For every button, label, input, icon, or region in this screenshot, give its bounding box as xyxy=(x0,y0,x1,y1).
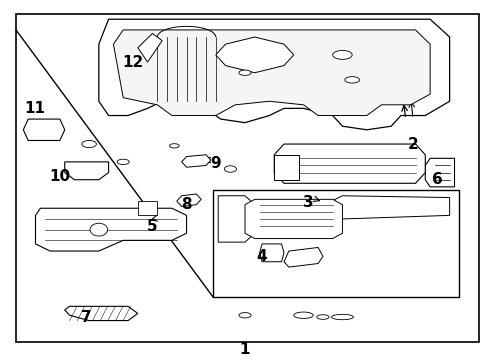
Ellipse shape xyxy=(317,315,329,319)
Ellipse shape xyxy=(239,312,251,318)
Ellipse shape xyxy=(294,312,313,319)
Text: 6: 6 xyxy=(432,172,443,187)
Polygon shape xyxy=(138,33,162,62)
Circle shape xyxy=(90,223,108,236)
Text: 3: 3 xyxy=(303,195,314,210)
Polygon shape xyxy=(24,119,65,140)
Polygon shape xyxy=(274,144,425,183)
Polygon shape xyxy=(65,162,109,180)
Text: 12: 12 xyxy=(122,54,144,69)
Polygon shape xyxy=(260,244,284,262)
Text: 5: 5 xyxy=(147,219,158,234)
Ellipse shape xyxy=(345,77,360,83)
Polygon shape xyxy=(99,19,450,130)
Polygon shape xyxy=(182,155,211,167)
Polygon shape xyxy=(35,208,187,251)
Bar xyxy=(274,155,298,180)
Polygon shape xyxy=(216,37,294,73)
Ellipse shape xyxy=(331,314,353,320)
Polygon shape xyxy=(284,247,323,267)
Bar xyxy=(213,190,460,297)
Ellipse shape xyxy=(333,50,352,59)
Polygon shape xyxy=(138,201,157,215)
Ellipse shape xyxy=(82,140,97,148)
Polygon shape xyxy=(114,30,430,116)
Text: 4: 4 xyxy=(257,249,268,264)
Polygon shape xyxy=(425,158,455,187)
Polygon shape xyxy=(65,306,138,321)
Text: 11: 11 xyxy=(24,101,45,116)
Polygon shape xyxy=(218,196,255,242)
Text: 10: 10 xyxy=(49,168,71,184)
Text: 1: 1 xyxy=(240,342,250,357)
Ellipse shape xyxy=(170,144,179,148)
Text: 2: 2 xyxy=(408,136,418,152)
Ellipse shape xyxy=(239,70,251,75)
Ellipse shape xyxy=(117,159,129,165)
Text: 9: 9 xyxy=(210,156,221,171)
Polygon shape xyxy=(245,199,343,239)
Polygon shape xyxy=(177,194,201,207)
Ellipse shape xyxy=(224,166,237,172)
Polygon shape xyxy=(328,196,450,219)
Text: 8: 8 xyxy=(181,197,192,212)
Text: 7: 7 xyxy=(81,310,92,324)
